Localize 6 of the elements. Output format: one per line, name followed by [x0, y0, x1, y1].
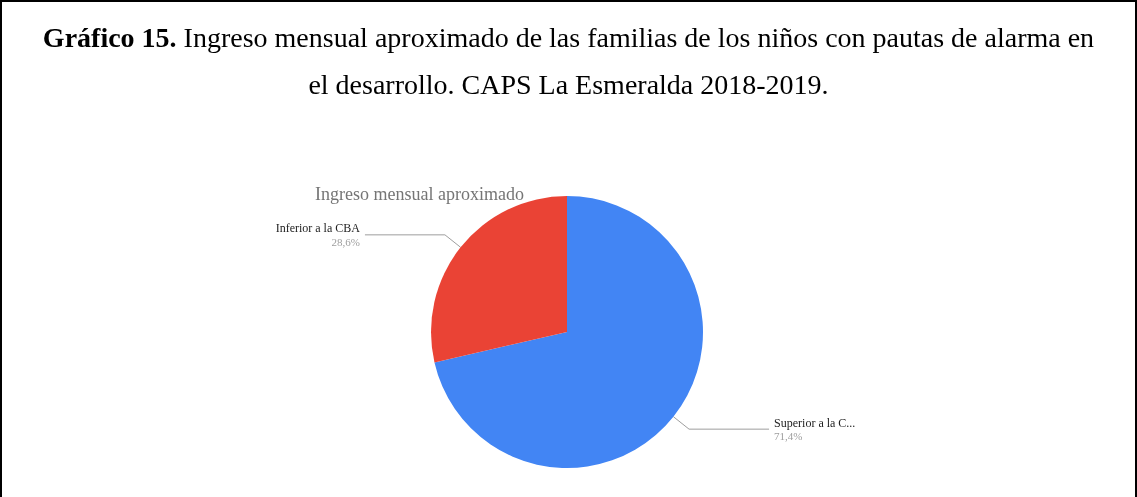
chart-title: Gráfico 15. Ingreso mensual aproximado de las familias de los niños con pautas de alarma en el desarrollo. CAPS La Esmeralda 2018-2019. — [42, 22, 1095, 100]
chart-subtitle: Ingreso mensual aproximado — [315, 184, 524, 204]
data-label: 28,6% — [331, 235, 360, 248]
slice-label: Inferior a la CBA — [275, 221, 361, 236]
data-label: 71,4% — [774, 430, 803, 443]
slice-label: Superior a la C... — [774, 415, 856, 430]
